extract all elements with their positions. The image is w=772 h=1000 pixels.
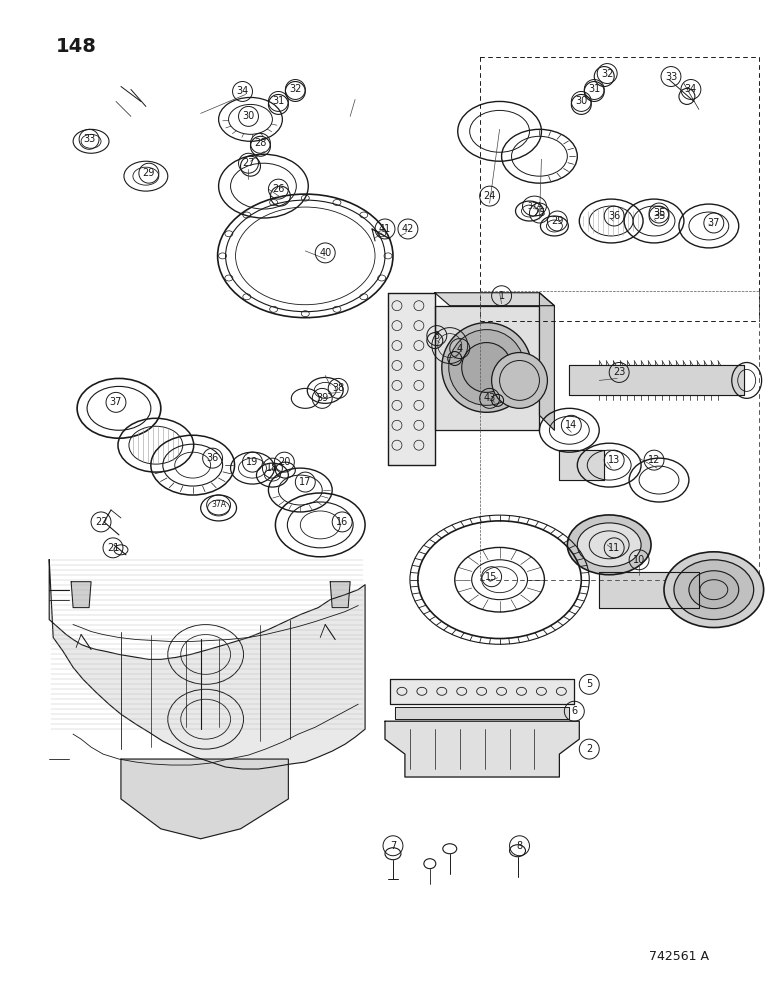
Polygon shape	[121, 759, 289, 839]
Text: 37: 37	[110, 397, 122, 407]
Text: 30: 30	[242, 111, 255, 121]
Text: 28: 28	[254, 138, 266, 148]
Text: 5: 5	[586, 679, 592, 689]
Text: 35: 35	[653, 211, 665, 221]
Text: 13: 13	[608, 455, 620, 465]
Ellipse shape	[462, 343, 512, 392]
Text: 6: 6	[571, 706, 577, 716]
Text: 24: 24	[483, 191, 496, 201]
Text: 37A: 37A	[527, 202, 542, 211]
Text: 32: 32	[601, 69, 614, 79]
Polygon shape	[49, 560, 365, 769]
Text: 33: 33	[665, 72, 677, 82]
Text: 10: 10	[633, 555, 645, 565]
Polygon shape	[560, 450, 604, 480]
Text: 12: 12	[648, 455, 660, 465]
Polygon shape	[71, 582, 91, 608]
Ellipse shape	[577, 523, 641, 567]
Polygon shape	[330, 582, 350, 608]
Text: 29: 29	[551, 216, 564, 226]
Text: 39: 39	[316, 393, 328, 403]
Polygon shape	[540, 293, 554, 430]
Text: 14: 14	[565, 420, 577, 430]
Polygon shape	[435, 306, 540, 430]
Text: 37: 37	[708, 218, 720, 228]
Polygon shape	[435, 293, 554, 306]
Text: 23: 23	[613, 367, 625, 377]
Text: 35: 35	[653, 208, 665, 218]
Text: 8: 8	[516, 841, 523, 851]
Text: 36: 36	[206, 453, 218, 463]
Text: 29: 29	[143, 168, 155, 178]
Text: 34: 34	[685, 84, 697, 94]
Text: 40: 40	[319, 248, 331, 258]
Text: 18: 18	[266, 463, 279, 473]
Text: 1: 1	[499, 291, 505, 301]
Text: 7: 7	[390, 841, 396, 851]
Ellipse shape	[567, 515, 651, 575]
Text: 41: 41	[379, 224, 391, 234]
Text: 4: 4	[457, 344, 462, 354]
Text: 742561 A: 742561 A	[648, 950, 709, 963]
Text: 37A: 37A	[211, 500, 226, 509]
Text: 26: 26	[273, 184, 285, 194]
Ellipse shape	[449, 330, 524, 405]
Text: 19: 19	[246, 457, 259, 467]
Ellipse shape	[492, 353, 547, 408]
Text: 25: 25	[533, 208, 546, 218]
Text: 32: 32	[290, 84, 302, 94]
Text: 11: 11	[608, 543, 620, 553]
Polygon shape	[599, 572, 699, 608]
Text: 33: 33	[83, 134, 95, 144]
Text: 36: 36	[608, 211, 620, 221]
Text: 38: 38	[332, 383, 344, 393]
Polygon shape	[390, 679, 574, 704]
Text: 17: 17	[299, 477, 311, 487]
Text: 16: 16	[336, 517, 348, 527]
Text: 43: 43	[483, 393, 496, 403]
Text: 15: 15	[486, 572, 498, 582]
Text: 148: 148	[56, 37, 97, 56]
Text: 27: 27	[242, 158, 255, 168]
Polygon shape	[395, 707, 569, 719]
Polygon shape	[385, 721, 579, 777]
Text: 31: 31	[273, 96, 285, 106]
Text: 2: 2	[586, 744, 592, 754]
Text: 30: 30	[575, 96, 587, 106]
Text: 42: 42	[401, 224, 414, 234]
Text: 34: 34	[236, 86, 249, 96]
Ellipse shape	[674, 560, 753, 620]
Text: 31: 31	[588, 84, 601, 94]
Ellipse shape	[442, 323, 531, 412]
Text: 20: 20	[278, 457, 290, 467]
Polygon shape	[388, 293, 435, 465]
Ellipse shape	[689, 571, 739, 609]
Text: 22: 22	[95, 517, 107, 527]
Text: 21: 21	[107, 543, 119, 553]
Polygon shape	[569, 365, 743, 395]
Text: 3: 3	[434, 331, 440, 341]
Ellipse shape	[664, 552, 764, 628]
